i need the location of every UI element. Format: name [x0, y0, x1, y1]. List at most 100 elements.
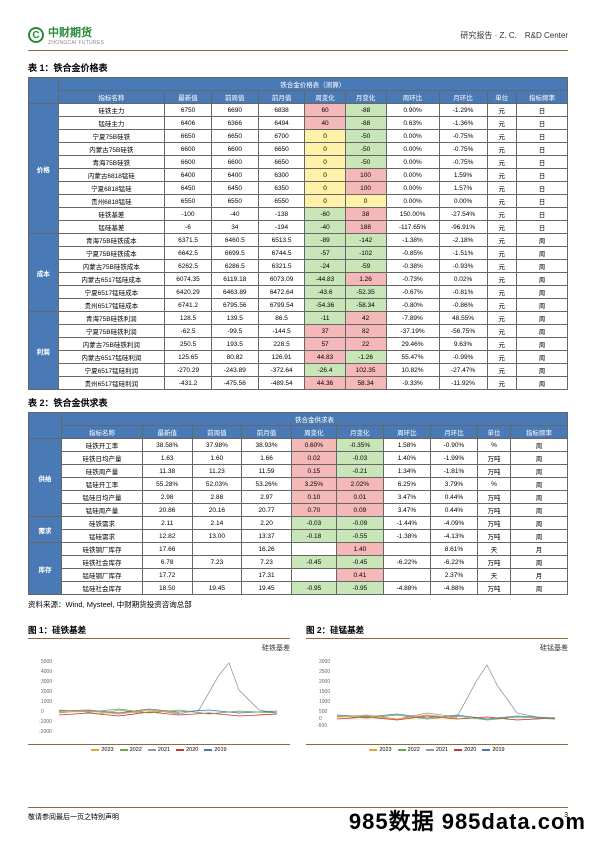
- cell: 1.34%: [383, 465, 430, 478]
- cell: 万吨: [477, 491, 510, 504]
- table2-title: 表 2：铁合金供求表: [28, 396, 568, 409]
- cell: 19.45: [242, 582, 292, 595]
- cell: 11.59: [242, 465, 292, 478]
- cell: 228.5: [258, 338, 305, 351]
- cell: 1.57%: [439, 182, 487, 195]
- col-header: 最新值: [165, 91, 212, 104]
- table-row: 内蒙古75B硅铁利润250.5193.5228.5572229.46%9.63%…: [29, 338, 568, 351]
- cell: 元: [487, 117, 517, 130]
- cell: 6450: [211, 182, 258, 195]
- cell: 周: [517, 234, 568, 247]
- table-row: 内蒙古75B硅铁成本6262.56286.56321.5-24-59-0.38%…: [29, 260, 568, 273]
- cell: 周: [517, 312, 568, 325]
- cell: 6550: [258, 195, 305, 208]
- cell: 硅铁日均产量: [62, 452, 143, 465]
- cell: -27.47%: [439, 364, 487, 377]
- cell: 万吨: [477, 530, 510, 543]
- table-row: 贵州6517锰硅成本6741.26795.566799.54-54.36-58.…: [29, 299, 568, 312]
- cell: 1.60: [192, 452, 242, 465]
- cell: 6650: [258, 143, 305, 156]
- cell: -1.81%: [430, 465, 477, 478]
- cell: 周: [517, 325, 568, 338]
- cell: -1.51%: [439, 247, 487, 260]
- table-row: 硅铁周产量11.3811.2311.590.15-0.211.34%-1.81%…: [29, 465, 568, 478]
- cell: 硅铁开工率: [62, 439, 143, 452]
- cell: -431.2: [165, 377, 212, 390]
- cell: 2.14: [192, 517, 242, 530]
- cell: 元: [487, 364, 517, 377]
- svg-text:500: 500: [319, 709, 328, 715]
- chart2-legend: 20232022202120202019: [306, 747, 568, 753]
- cell: -27.54%: [439, 208, 487, 221]
- table-row: 宁夏6818锰硅64506450635001000.00%1.57%元日: [29, 182, 568, 195]
- chart1-legend: 20232022202120202019: [28, 747, 290, 753]
- cell: 日: [517, 195, 568, 208]
- cell: 6799.54: [258, 299, 305, 312]
- cell: 月: [511, 569, 568, 582]
- cell: -54.36: [305, 299, 345, 312]
- cell: 日: [517, 221, 568, 234]
- cell: 10.82%: [386, 364, 439, 377]
- cell: 日: [517, 117, 568, 130]
- cell: 128.5: [165, 312, 212, 325]
- cell: 锰硅社会库存: [62, 582, 143, 595]
- cell: 53.26%: [242, 478, 292, 491]
- table1-head: 铁合金价格表（测算）指标名称最新值前周值前月值周变化月变化周环比月环比单位指标频…: [29, 78, 568, 104]
- table-row: 宁夏75B硅铁6650665067000-500.00%-0.75%元日: [29, 130, 568, 143]
- col-header: 月变化: [345, 91, 386, 104]
- logo-en: ZHONGCAI FUTURES: [48, 40, 104, 46]
- cell: 周: [517, 273, 568, 286]
- cell: -89: [305, 234, 345, 247]
- col-header: 月环比: [430, 426, 477, 439]
- chart1-svg: 500040003000200010000-1000-2000: [28, 655, 290, 735]
- cell: 6741.2: [165, 299, 212, 312]
- cell: 82: [345, 325, 386, 338]
- svg-text:3000: 3000: [319, 659, 330, 665]
- cell: 内蒙古6517锰硅利润: [58, 351, 165, 364]
- legend-item: 2021: [426, 747, 448, 753]
- cell: -0.75%: [439, 143, 487, 156]
- cell: 元: [487, 208, 517, 221]
- cell: -0.18: [291, 530, 336, 543]
- group-cell: 库存: [29, 543, 62, 595]
- cell: 1.63: [142, 452, 192, 465]
- cell: 内蒙古6517锰硅成本: [58, 273, 165, 286]
- cell: 18.50: [142, 582, 192, 595]
- cell: 6650: [211, 130, 258, 143]
- cell: -243.89: [211, 364, 258, 377]
- cell: 0.09: [336, 504, 383, 517]
- cell: 0.00%: [386, 169, 439, 182]
- cell: 万吨: [477, 504, 510, 517]
- cell: 0.63%: [386, 117, 439, 130]
- cell: -0.80%: [386, 299, 439, 312]
- legend-item: 2019: [482, 747, 504, 753]
- cell: 6074.35: [165, 273, 212, 286]
- group-cell: 供给: [29, 439, 62, 517]
- table1: 铁合金价格表（测算）指标名称最新值前周值前月值周变化月变化周环比月环比单位指标频…: [28, 77, 568, 390]
- table-row: 利润青海75B硅铁利润128.5139.586.5-1142-7.89%48.5…: [29, 312, 568, 325]
- cell: 宁夏6517锰硅利润: [58, 364, 165, 377]
- svg-text:2000: 2000: [41, 689, 52, 695]
- cell: 8.61%: [430, 543, 477, 556]
- cell: 1.40%: [383, 452, 430, 465]
- cell: 日: [517, 208, 568, 221]
- cell: 万吨: [477, 582, 510, 595]
- cell: 0.90%: [386, 104, 439, 117]
- col-header: 单位: [487, 91, 517, 104]
- cell: 126.91: [258, 351, 305, 364]
- cell: 0.02%: [439, 273, 487, 286]
- cell: 7.23: [242, 556, 292, 569]
- cell: 0: [305, 182, 345, 195]
- cell: 1.59%: [439, 169, 487, 182]
- cell: 60: [305, 104, 345, 117]
- cell: 元: [487, 234, 517, 247]
- col-header: 前周值: [192, 426, 242, 439]
- cell: 天: [477, 543, 510, 556]
- cell: -117.65%: [386, 221, 439, 234]
- cell: -144.5: [258, 325, 305, 338]
- cell: -50: [345, 130, 386, 143]
- cell: 日: [517, 104, 568, 117]
- col-header: 周环比: [386, 91, 439, 104]
- cell: 宁夏75B硅铁: [58, 130, 165, 143]
- cell: 52.03%: [192, 478, 242, 491]
